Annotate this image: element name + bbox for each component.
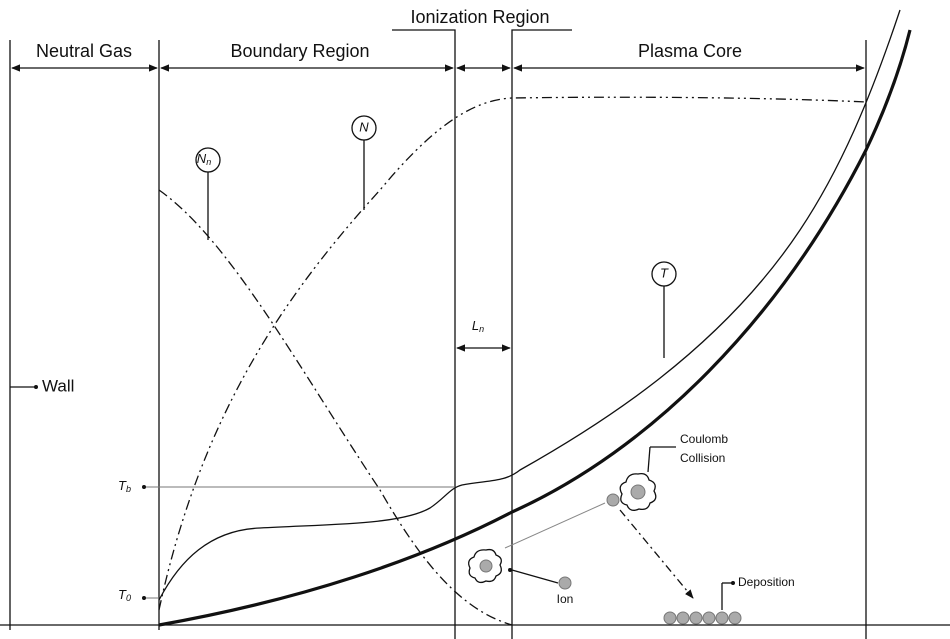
particles [469, 447, 741, 624]
label-tb: Tb [118, 478, 131, 494]
label-ln: Ln [472, 318, 484, 334]
region-label: Neutral Gas [36, 41, 132, 61]
curves [145, 10, 910, 625]
diagram: Neutral Gas Boundary Region Ionization R… [0, 0, 950, 639]
region-label: Boundary Region [230, 41, 369, 61]
label-ion: Ion [557, 592, 574, 606]
callouts [10, 116, 676, 600]
frame [0, 30, 950, 639]
label-base: L [472, 318, 479, 333]
label-t0: T0 [118, 587, 131, 603]
label-wall: Wall [42, 376, 74, 395]
region-label: Ionization Region [410, 7, 549, 27]
label-sub: n [206, 157, 211, 167]
label-coulomb: Coulomb [680, 432, 728, 446]
label-coulomb: Collision [680, 451, 725, 465]
label-sub: 0 [126, 593, 131, 603]
label-deposition: Deposition [738, 575, 795, 589]
label-t: T [660, 265, 669, 280]
label-nn: Nn [197, 151, 211, 167]
label-sub: n [479, 324, 484, 334]
label-n: N [359, 119, 369, 134]
label-sub: b [126, 484, 131, 494]
region-label: Plasma Core [638, 41, 742, 61]
